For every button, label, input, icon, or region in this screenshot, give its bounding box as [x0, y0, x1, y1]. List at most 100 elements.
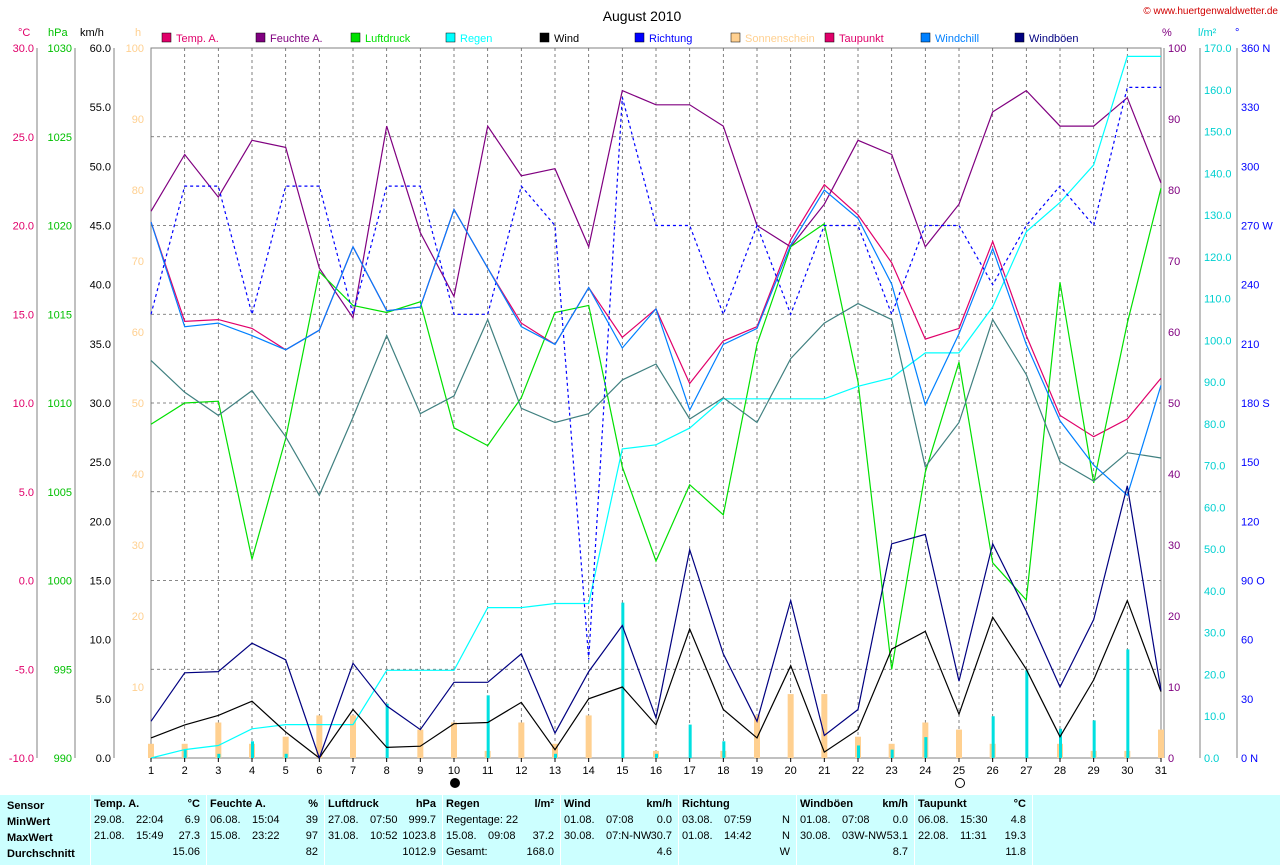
direction-tick-label: 330	[1241, 102, 1259, 114]
daily-rain-bar	[183, 749, 187, 758]
x-tick-label: 2	[182, 765, 188, 777]
stats-min-time: 07:08	[842, 814, 870, 826]
wind-tick-label: 40.0	[90, 280, 111, 292]
stats-row-label: MinWert	[7, 816, 51, 828]
x-tick-label: 14	[583, 765, 595, 777]
stats-min-date: 27.08.	[328, 814, 359, 826]
stats-average-value: 8.7	[892, 846, 908, 858]
stats-max-date: 01.08.	[682, 830, 713, 842]
rain-tick-label: 90.0	[1204, 377, 1225, 389]
stats-min-date: 01.08.	[564, 814, 595, 826]
full-moon-marker	[450, 778, 460, 788]
pressure-tick-label: 990	[54, 753, 72, 765]
stats-column-header: Feuchte A.	[210, 798, 266, 810]
stats-min-value: 0.0	[656, 814, 672, 826]
temp-tick-label: 5.0	[19, 487, 34, 499]
sunshine-bar	[282, 736, 289, 758]
sunshine-bar	[821, 694, 828, 758]
x-tick-label: 19	[751, 765, 763, 777]
humidity-tick-label: 40	[1168, 469, 1180, 481]
temp-unit-label: °C	[18, 27, 30, 39]
rain-tick-label: 110.0	[1204, 294, 1231, 306]
stats-max-date: 30.08.	[564, 830, 595, 842]
stats-max-value: 1023.8	[402, 830, 436, 842]
x-tick-label: 24	[919, 765, 931, 777]
stats-max-value: N	[782, 830, 790, 842]
humidity-tick-label: 50	[1168, 398, 1180, 410]
daily-rain-bar	[251, 741, 254, 758]
temp-tick-label: 25.0	[13, 132, 34, 144]
wind-unit-label: km/h	[80, 27, 104, 39]
rain-tick-label: 100.0	[1204, 335, 1232, 347]
sun-tick-label: 40	[132, 469, 144, 481]
direction-tick-label: 150	[1241, 457, 1259, 469]
direction-unit-label: °	[1235, 27, 1239, 39]
x-tick-label: 6	[316, 765, 322, 777]
sun-tick-label: 30	[132, 540, 144, 552]
daily-rain-bar	[621, 602, 625, 758]
legend-swatch	[920, 32, 931, 43]
rain-tick-label: 40.0	[1204, 586, 1225, 598]
humidity-tick-label: 10	[1168, 682, 1180, 694]
axis-units: °C hPa km/h h % l/m² °	[18, 27, 1239, 39]
stats-column-header: Temp. A.	[94, 798, 140, 810]
x-tick-label: 8	[384, 765, 390, 777]
rain-tick-label: 60.0	[1204, 502, 1225, 514]
sun-tick-label: 100	[126, 43, 144, 55]
wind-tick-label: 10.0	[90, 635, 111, 647]
direction-tick-label: 30	[1241, 694, 1253, 706]
wind-tick-label: 50.0	[90, 161, 111, 173]
stats-column-header: Taupunkt	[918, 798, 967, 810]
legend-entry: Richtung	[649, 33, 692, 45]
bar-series	[148, 602, 1164, 758]
humidity-unit-label: %	[1162, 27, 1172, 39]
stats-max-time: 09:08	[488, 830, 516, 842]
legend-swatch	[255, 32, 266, 43]
stats-column-luftdruck: Luftdruck hPa 27.08. 07:50 999.7 31.08. 10:52 1…	[324, 795, 443, 865]
sun-tick-label: 10	[132, 682, 144, 694]
wind-tick-label: 0.0	[96, 753, 111, 765]
daily-rain-bar	[890, 749, 894, 758]
stats-min-date: 06.08.	[210, 814, 241, 826]
stats-min-date: 01.08.	[800, 814, 831, 826]
legend-swatch	[161, 32, 172, 43]
stats-row-label: Durchschnitt	[7, 848, 75, 860]
x-tick-label: 3	[215, 765, 221, 777]
x-tick-label: 7	[350, 765, 356, 777]
stats-max-time: 15:49	[136, 830, 164, 842]
stats-column-unit: km/h	[646, 798, 672, 810]
wind-tick-label: 55.0	[90, 102, 111, 114]
daily-rain-bar	[1092, 720, 1096, 758]
rain-tick-label: 120.0	[1204, 252, 1232, 264]
temp-tick-label: 10.0	[13, 398, 34, 410]
sun-unit-label: h	[135, 27, 141, 39]
stats-average-value: W	[779, 846, 790, 858]
stats-min-value: 4.8	[1010, 814, 1026, 826]
direction-tick-label: 0 N	[1241, 753, 1258, 765]
stats-row-labels: Sensor MinWert MaxWert Durchschnitt	[0, 795, 91, 865]
stats-max-value: 37.2	[532, 830, 554, 842]
direction-tick-label: 60	[1241, 635, 1253, 647]
pressure-tick-label: 1015	[48, 309, 72, 321]
chart-title: August 2010	[603, 8, 682, 24]
pressure-tick-label: 1000	[48, 576, 72, 588]
statistics-table: Sensor MinWert MaxWert Durchschnitt Temp. A.…	[0, 795, 1280, 865]
legend-swatch	[445, 32, 456, 43]
humidity-tick-label: 100	[1168, 43, 1186, 55]
stats-min-time: 07:50	[370, 814, 398, 826]
legend-swatch	[350, 32, 361, 43]
axes-ticks: 30.025.020.015.010.05.00.0-5.0-10.010301…	[9, 43, 1273, 765]
stats-max-date: 15.08.	[446, 830, 477, 842]
stats-column-unit: hPa	[415, 798, 436, 810]
sunshine-bar	[148, 743, 154, 758]
daily-rain-bar	[385, 703, 389, 758]
wind-tick-label: 35.0	[90, 339, 111, 351]
daily-rain-bar	[722, 741, 726, 758]
rain-tick-label: 20.0	[1204, 669, 1225, 681]
legend-entry: Wind	[554, 33, 579, 45]
wind-tick-label: 60.0	[90, 43, 111, 55]
humidity-tick-label: 90	[1168, 114, 1180, 126]
series-line-windchill	[150, 189, 1162, 497]
stats-min-date: 06.08.	[918, 814, 949, 826]
stats-min-value: 39	[305, 814, 318, 826]
